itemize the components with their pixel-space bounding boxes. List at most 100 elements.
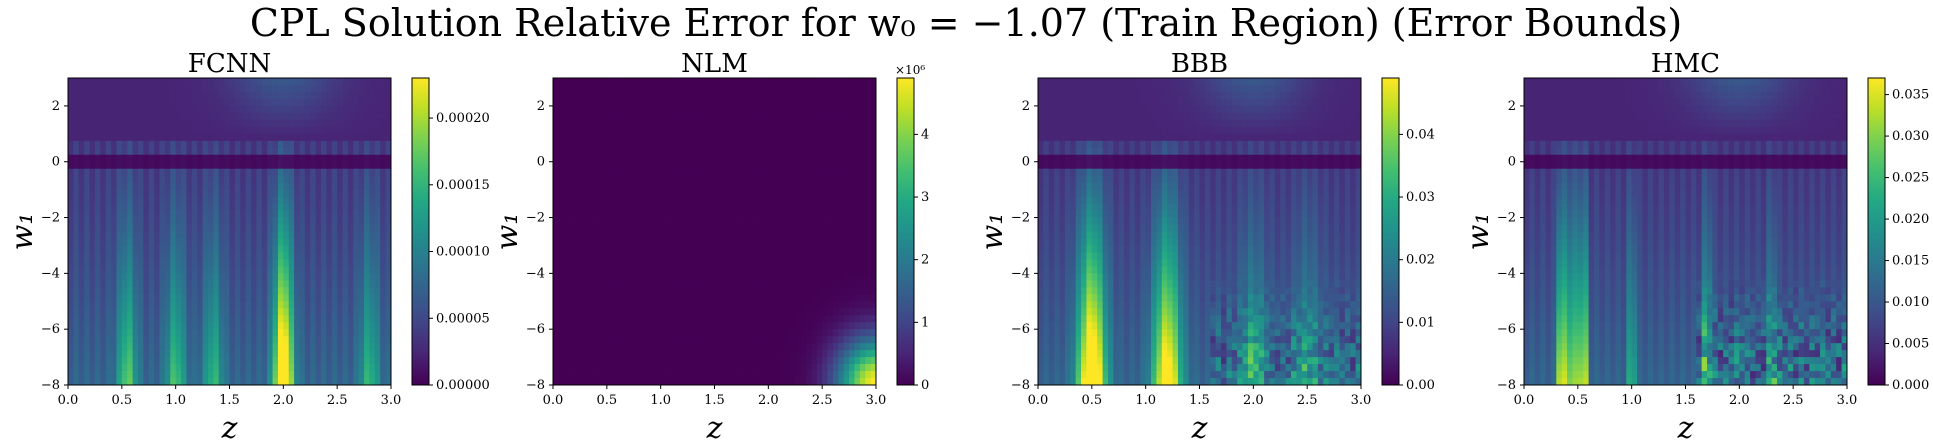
heatmap-cell (347, 343, 354, 351)
heatmap-cell (816, 357, 823, 365)
heatmap-cell (827, 266, 834, 274)
heatmap-cell (331, 196, 338, 204)
heatmap-cell (574, 154, 581, 163)
heatmap-cell (687, 168, 694, 177)
heatmap-cell (698, 91, 705, 100)
heatmap-cell (143, 91, 150, 100)
heatmap-cell (213, 280, 220, 288)
heatmap-cell (601, 175, 608, 184)
heatmap-cell (310, 231, 317, 239)
heatmap-cell (714, 78, 721, 86)
heatmap-cell (762, 301, 769, 309)
heatmap-cell (364, 105, 370, 114)
heatmap-cell (229, 280, 236, 288)
heatmap-cell (267, 308, 273, 316)
heatmap-cell (827, 308, 834, 316)
heatmap-cell (671, 105, 678, 114)
heatmap-cell (374, 252, 381, 260)
heatmap-cell (256, 91, 263, 100)
heatmap-cell (186, 364, 193, 372)
heatmap-cell (321, 343, 327, 351)
heatmap-cell (191, 105, 198, 114)
heatmap-cell (143, 175, 150, 184)
heatmap-cell (78, 287, 85, 295)
heatmap-cell (191, 238, 198, 246)
heatmap-cell (251, 175, 257, 184)
heatmap-cell (100, 322, 107, 330)
heatmap-cell (692, 378, 699, 386)
heatmap-cell (369, 287, 376, 295)
heatmap-cell (240, 315, 247, 323)
heatmap-cell (310, 182, 317, 191)
heatmap-cell (714, 175, 721, 184)
heatmap-cell (671, 273, 678, 281)
heatmap-cell (601, 322, 608, 330)
heatmap-cell (714, 133, 721, 142)
heatmap-cell (154, 364, 160, 372)
heatmap-cell (719, 252, 726, 260)
heatmap-cell (385, 217, 392, 225)
heatmap-cell (121, 112, 128, 121)
heatmap-cell (159, 154, 166, 163)
heatmap-cell (100, 280, 107, 288)
heatmap-cell (272, 371, 279, 379)
heatmap-cell (202, 273, 209, 281)
heatmap-cell (639, 105, 645, 114)
heatmap-cell (612, 287, 618, 295)
heatmap-cell (671, 196, 678, 204)
heatmap-cell (374, 273, 381, 281)
heatmap-cell (181, 210, 187, 218)
heatmap-cell (358, 182, 365, 191)
heatmap-cell (784, 238, 791, 246)
heatmap-cell (730, 98, 737, 107)
heatmap-cell (94, 217, 101, 225)
heatmap-cell (569, 196, 575, 204)
heatmap-cell (347, 203, 354, 211)
heatmap-cell (666, 147, 672, 156)
heatmap-cell (692, 147, 699, 156)
heatmap-cell (267, 140, 273, 149)
heatmap-cell (175, 378, 182, 386)
heatmap-cell (121, 189, 128, 198)
heatmap-cell (628, 98, 635, 107)
heatmap-cell (380, 231, 387, 239)
heatmap-cell (353, 294, 360, 302)
heatmap-cell (811, 238, 818, 246)
heatmap-cell (789, 315, 796, 323)
heatmap-cell (692, 322, 699, 330)
heatmap-cell (795, 91, 802, 100)
heatmap-cell (256, 112, 263, 121)
heatmap-cell (698, 168, 705, 177)
heatmap-cell (633, 350, 640, 358)
heatmap-cell (111, 280, 117, 288)
heatmap-cell (304, 161, 311, 170)
heatmap-cell (283, 252, 290, 260)
heatmap-cell (633, 105, 640, 114)
heatmap-cell (590, 84, 597, 93)
heatmap-cell (811, 378, 818, 386)
heatmap-cell (827, 105, 834, 114)
heatmap-cell (811, 203, 818, 211)
heatmap-cell (321, 203, 327, 211)
heatmap-cell (321, 280, 327, 288)
heatmap-cell (207, 252, 214, 260)
heatmap-cell (757, 161, 764, 170)
heatmap-cell (369, 231, 376, 239)
heatmap-cell (612, 140, 618, 149)
heatmap-cell (666, 308, 672, 316)
heatmap-cell (111, 224, 117, 232)
heatmap-cell (622, 84, 629, 93)
heatmap-cell (655, 329, 662, 337)
heatmap-cell (197, 105, 203, 114)
heatmap-cell (240, 126, 247, 135)
heatmap-cell (682, 322, 688, 330)
heatmap-cell (698, 126, 705, 135)
heatmap-cell (326, 364, 333, 372)
heatmap-cell (100, 287, 107, 295)
heatmap-cell (251, 84, 257, 93)
heatmap-cell (288, 280, 295, 288)
heatmap-cell (154, 161, 160, 170)
heatmap-cell (714, 203, 721, 211)
heatmap-cell (218, 161, 225, 170)
heatmap-cell (154, 322, 160, 330)
